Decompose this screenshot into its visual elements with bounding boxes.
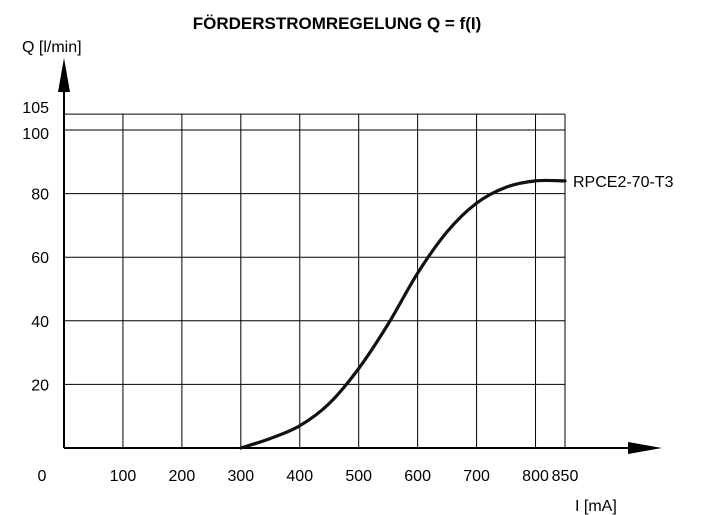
y-tick-label: 105 xyxy=(22,100,49,117)
x-tick-label: 200 xyxy=(169,468,196,485)
x-tick-label: 700 xyxy=(463,468,490,485)
chart-grid xyxy=(64,113,566,448)
chart-axes xyxy=(58,58,662,454)
y-tick-label: 60 xyxy=(31,250,49,267)
x-tick-label: 850 xyxy=(552,468,579,485)
chart-series xyxy=(239,178,567,450)
x-axis-arrow xyxy=(628,442,662,454)
y-tick-label: 100 xyxy=(22,126,49,143)
chart-title: FÖRDERSTROMREGELUNG Q = f(I) xyxy=(193,14,482,33)
y-tick-label: 80 xyxy=(31,187,49,204)
x-tick-label: 100 xyxy=(110,468,137,485)
series-line xyxy=(239,178,567,450)
x-tick-label: 500 xyxy=(345,468,372,485)
x-tick-label: 600 xyxy=(404,468,431,485)
x-tick-label: 800 xyxy=(522,468,549,485)
origin-label: 0 xyxy=(38,468,47,485)
x-tick-label: 400 xyxy=(286,468,313,485)
series-label: RPCE2-70-T3 xyxy=(573,174,674,191)
x-tick-label: 300 xyxy=(227,468,254,485)
y-tick-label: 20 xyxy=(31,377,49,394)
y-axis-arrow xyxy=(58,58,70,92)
y-axis-label: Q [l/min] xyxy=(22,39,82,56)
chart-labels: 100 200 300 400 500 600 700 800 850 20 40 60 80 100 10… xyxy=(22,100,673,485)
x-axis-label: I [mA] xyxy=(575,498,617,515)
y-tick-label: 40 xyxy=(31,314,49,331)
